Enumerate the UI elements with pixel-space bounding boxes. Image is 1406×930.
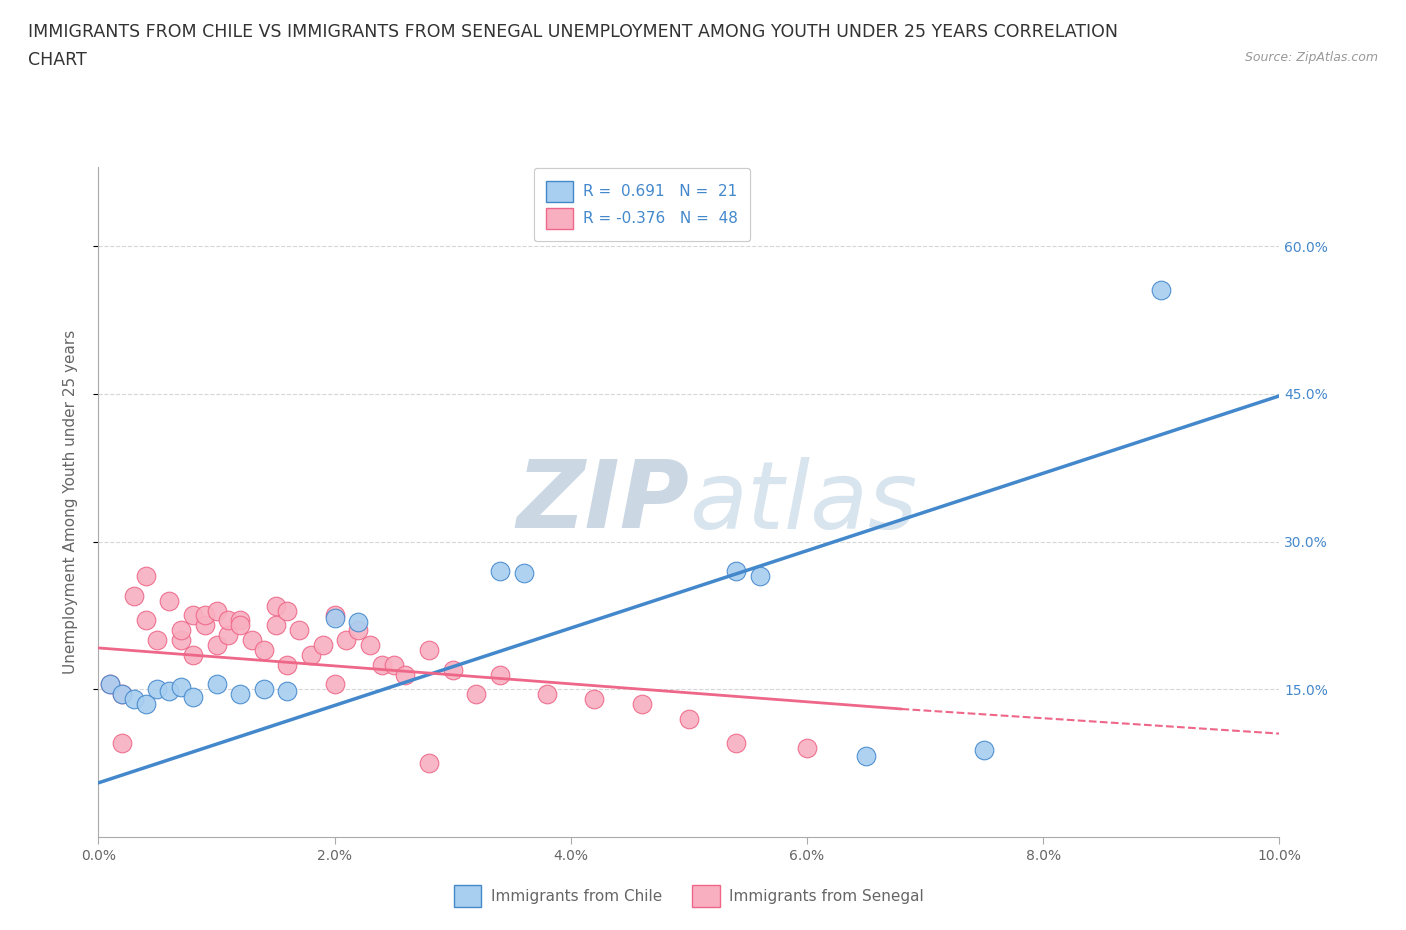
Point bbox=[181, 608, 204, 623]
Point bbox=[98, 677, 121, 692]
Text: Source: ZipAtlas.com: Source: ZipAtlas.com bbox=[1244, 51, 1378, 64]
Point bbox=[205, 677, 228, 692]
Point bbox=[122, 589, 145, 604]
Point bbox=[170, 623, 193, 638]
Point bbox=[111, 686, 134, 701]
Point bbox=[146, 682, 169, 697]
Text: IMMIGRANTS FROM CHILE VS IMMIGRANTS FROM SENEGAL UNEMPLOYMENT AMONG YOUTH UNDER : IMMIGRANTS FROM CHILE VS IMMIGRANTS FROM… bbox=[28, 23, 1118, 41]
Point bbox=[512, 565, 534, 580]
Point bbox=[170, 680, 193, 695]
Point bbox=[489, 564, 512, 578]
Point bbox=[371, 658, 394, 672]
Point bbox=[111, 736, 134, 751]
Point bbox=[229, 618, 252, 632]
Point bbox=[253, 643, 276, 658]
Point bbox=[229, 686, 252, 701]
Point bbox=[217, 613, 239, 628]
Point bbox=[240, 632, 263, 647]
Point bbox=[181, 647, 204, 662]
Point bbox=[146, 632, 169, 647]
Point bbox=[205, 603, 228, 618]
Point bbox=[323, 608, 346, 623]
Legend: R =  0.691   N =  21, R = -0.376   N =  48: R = 0.691 N = 21, R = -0.376 N = 48 bbox=[534, 168, 749, 242]
Point bbox=[135, 613, 157, 628]
Point bbox=[276, 603, 298, 618]
Point bbox=[489, 667, 512, 682]
Point bbox=[630, 697, 652, 711]
Point bbox=[855, 749, 877, 764]
Point bbox=[276, 684, 298, 698]
Point bbox=[347, 615, 370, 630]
Point bbox=[323, 611, 346, 626]
Point bbox=[1150, 283, 1173, 298]
Point bbox=[335, 632, 357, 647]
Point bbox=[205, 638, 228, 653]
Point bbox=[264, 598, 287, 613]
Point bbox=[323, 677, 346, 692]
Point bbox=[973, 743, 995, 758]
Point bbox=[347, 623, 370, 638]
Point bbox=[194, 608, 217, 623]
Point bbox=[441, 662, 464, 677]
Point bbox=[536, 686, 558, 701]
Point bbox=[170, 632, 193, 647]
Point bbox=[181, 690, 204, 705]
Point bbox=[229, 613, 252, 628]
Point bbox=[678, 711, 700, 726]
Point bbox=[796, 741, 818, 756]
Point bbox=[253, 682, 276, 697]
Point bbox=[748, 568, 770, 583]
Text: CHART: CHART bbox=[28, 51, 87, 69]
Point bbox=[276, 658, 298, 672]
Point bbox=[299, 647, 322, 662]
Point bbox=[194, 618, 217, 632]
Point bbox=[217, 628, 239, 643]
Text: atlas: atlas bbox=[689, 457, 917, 548]
Point bbox=[135, 568, 157, 583]
Point bbox=[725, 564, 748, 578]
Point bbox=[122, 692, 145, 707]
Text: ZIP: ZIP bbox=[516, 457, 689, 548]
Point bbox=[288, 623, 311, 638]
Point bbox=[157, 593, 180, 608]
Point bbox=[98, 677, 121, 692]
Point bbox=[465, 686, 488, 701]
Point bbox=[382, 658, 405, 672]
Point bbox=[157, 684, 180, 698]
Y-axis label: Unemployment Among Youth under 25 years: Unemployment Among Youth under 25 years bbox=[63, 330, 77, 674]
Point bbox=[394, 667, 416, 682]
Point bbox=[264, 618, 287, 632]
Point bbox=[359, 638, 381, 653]
Point bbox=[583, 692, 606, 707]
Legend: Immigrants from Chile, Immigrants from Senegal: Immigrants from Chile, Immigrants from S… bbox=[449, 879, 929, 913]
Point bbox=[725, 736, 748, 751]
Point bbox=[418, 756, 440, 771]
Point bbox=[135, 697, 157, 711]
Point bbox=[418, 643, 440, 658]
Point bbox=[312, 638, 335, 653]
Point bbox=[111, 686, 134, 701]
